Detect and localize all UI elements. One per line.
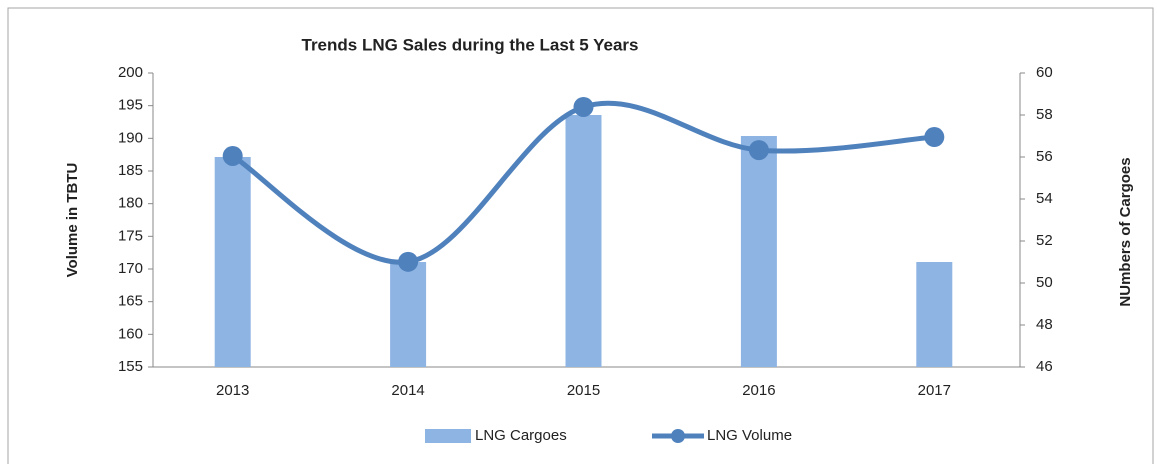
x-tick-label: 2016 [742,382,775,399]
y-tick-label: 170 [118,260,143,277]
x-tick-label: 2015 [567,382,600,399]
bar [565,115,602,367]
y2-tick-label: 56 [1036,148,1053,165]
chart-title: Trends LNG Sales during the Last 5 Years [302,35,639,54]
bar [740,136,777,367]
line-marker [398,251,419,272]
y-tick-label: 200 [118,64,143,81]
y-tick-label: 175 [118,227,143,244]
y2-tick-label: 60 [1036,64,1053,81]
legend-label: LNG Volume [707,427,792,444]
line-marker [748,140,769,161]
line-marker [222,145,243,166]
legend-swatch [425,429,471,443]
y-tick-label: 160 [118,325,143,342]
y2-tick-label: 48 [1036,316,1053,333]
y2-tick-label: 52 [1036,232,1053,249]
bar [390,262,427,367]
y-tick-label: 185 [118,162,143,179]
y-axis-title: Volume in TBTU [64,163,81,278]
line-marker [573,96,594,117]
legend-marker [671,429,685,443]
bar [916,262,953,367]
y2-tick-label: 54 [1036,190,1053,207]
y2-tick-label: 50 [1036,274,1053,291]
y2-tick-label: 58 [1036,106,1053,123]
line-marker [924,127,945,148]
bar [214,157,251,367]
y-tick-label: 195 [118,97,143,114]
x-tick-label: 2017 [918,382,951,399]
y2-tick-label: 46 [1036,358,1053,375]
y-tick-label: 155 [118,358,143,375]
legend-label: LNG Cargoes [475,427,567,444]
y2-axis-title: NUmbers of Cargoes [1117,157,1134,306]
y-tick-label: 165 [118,293,143,310]
y-tick-label: 190 [118,129,143,146]
x-tick-label: 2014 [391,382,424,399]
x-tick-label: 2013 [216,382,249,399]
y-tick-label: 180 [118,195,143,212]
